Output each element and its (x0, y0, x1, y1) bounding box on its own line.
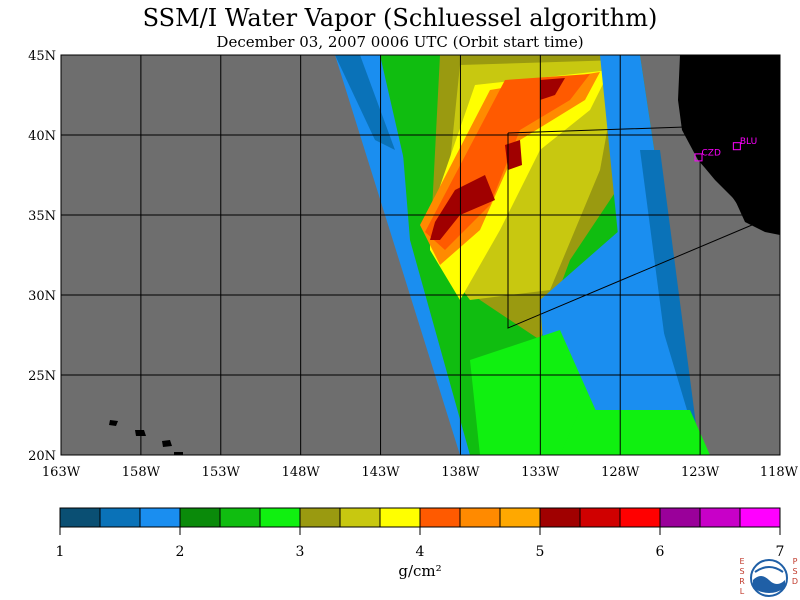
land-hawaii-kauai (109, 420, 118, 426)
swath-band-darkblue-west (335, 55, 395, 150)
colorbar-swatch (139, 507, 181, 528)
longitude-labels: 163W 158W 153W 148W 143W 138W 133W 128W 123W 118W (42, 465, 799, 480)
colorbar-swatch (539, 507, 581, 528)
colorbar-swatch (339, 507, 381, 528)
station-marker-blu (732, 142, 741, 151)
swath-band-darkblue-east (640, 150, 700, 455)
colorbar-swatch (619, 507, 661, 528)
colorbar-tick-label: 4 (415, 544, 425, 560)
colorbar-tick-label: 2 (175, 544, 185, 560)
land-hawaii-big-island (174, 452, 183, 455)
colorbar-tick-label: 3 (295, 544, 305, 560)
colorbar-swatch (219, 507, 261, 528)
colorbar-swatch (299, 507, 341, 528)
colorbar-swatch (739, 507, 781, 528)
colorbar-swatch (459, 507, 501, 528)
colorbar-tick-label: 1 (55, 544, 65, 560)
land-north-america (678, 55, 780, 235)
colorbar-swatch (259, 507, 301, 528)
lon-label: 128W (601, 465, 640, 480)
swath-band-maroon-mid (505, 140, 522, 170)
colorbar-swatch (59, 507, 101, 528)
analysis-region-outline (507, 126, 753, 329)
lon-label: 158W (122, 465, 161, 480)
lon-label: 123W (681, 465, 720, 480)
lon-label: 138W (441, 465, 480, 480)
colorbar-swatch (659, 507, 701, 528)
noaa-logo-icon (750, 559, 788, 597)
colorbar-tick-label: 6 (655, 544, 665, 560)
lon-label: 143W (361, 465, 400, 480)
colorbar-tick-label: 5 (535, 544, 545, 560)
lon-label: 118W (760, 465, 799, 480)
swath-band-lightgreen-south (470, 330, 600, 455)
land-hawaii-maui (162, 440, 172, 447)
swath-band-maroon-south (430, 175, 495, 240)
colorbar-swatch (99, 507, 141, 528)
lat-label: 30N (28, 289, 56, 304)
colorbar-swatch (499, 507, 541, 528)
colorbar-swatch (379, 507, 421, 528)
swath-band-lightgreen-bottom (560, 410, 710, 455)
lat-label: 45N (28, 49, 56, 64)
swath-band-maroon-north (540, 78, 565, 100)
colorbar-swatch (419, 507, 461, 528)
colorbar-tick-label: 7 (775, 544, 785, 560)
colorbar-swatch (179, 507, 221, 528)
map-subtitle: December 03, 2007 0006 UTC (Orbit start … (216, 33, 584, 51)
lon-label: 148W (282, 465, 321, 480)
lon-label: 153W (202, 465, 241, 480)
colorbar-swatch (579, 507, 621, 528)
station-label-czd: CZD (702, 148, 721, 158)
gridlines (61, 55, 780, 455)
station-label-blu: BLU (740, 137, 757, 147)
stations-layer: CZD BLU (694, 137, 757, 162)
map-frame (60, 54, 781, 456)
lat-label: 25N (28, 369, 56, 384)
colorbar (59, 507, 781, 535)
colorbar-swatch (699, 507, 741, 528)
station-marker-czd (694, 153, 703, 162)
lat-label: 20N (28, 449, 56, 464)
latitude-labels: 45N 40N 35N 30N 25N 20N (28, 49, 56, 464)
lat-label: 40N (28, 129, 56, 144)
lon-label: 133W (521, 465, 560, 480)
colorbar-unit: g/cm² (398, 562, 442, 580)
lon-label: 163W (42, 465, 81, 480)
map-title: SSM/I Water Vapor (Schluessel algorithm) (142, 4, 658, 32)
lat-label: 35N (28, 209, 56, 224)
